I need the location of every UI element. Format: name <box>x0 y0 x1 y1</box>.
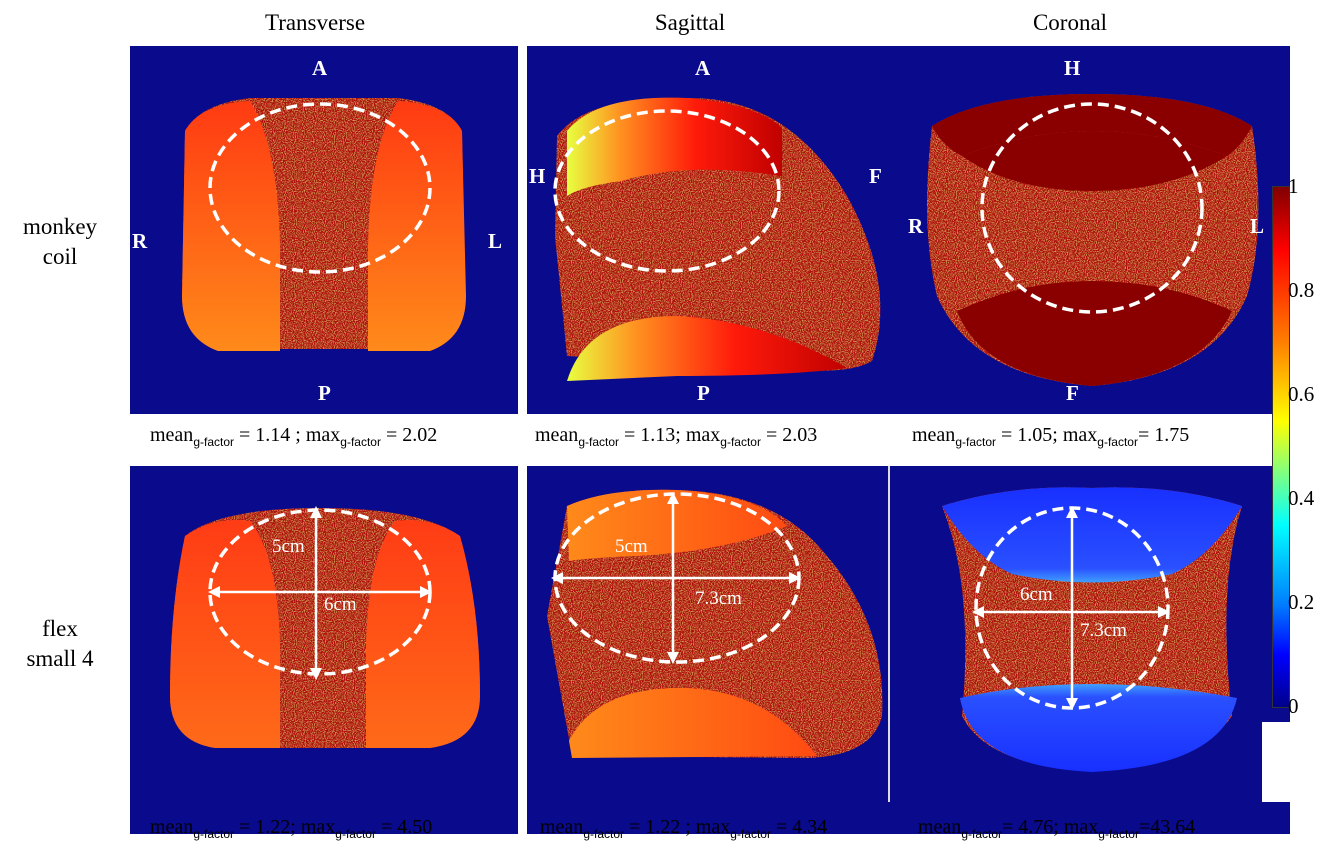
dimension-label-vertical: 5cm <box>615 536 648 557</box>
orient-label-left: H <box>529 164 546 188</box>
panel-border-line <box>888 466 890 802</box>
colorbar-tick-label: 0.2 <box>1288 590 1315 614</box>
caption-flex-sagittal: meang-factor = 1.22 ; maxg-factor = 4.34 <box>540 816 828 841</box>
orient-label-left: R <box>908 214 924 238</box>
coil-profile-right <box>366 520 480 748</box>
dark-region-top <box>932 94 1252 156</box>
orient-label-top: A <box>695 56 711 80</box>
orient-label-top: H <box>1064 56 1081 80</box>
caption-monkey-transverse: meang-factor = 1.14 ; maxg-factor = 2.02 <box>150 424 438 449</box>
dimension-label-horizontal: 7.3cm <box>695 588 742 609</box>
roi-ellipse <box>208 102 432 274</box>
colorbar-tick-label: 0.6 <box>1288 382 1315 406</box>
panel-flex-transverse: 5cm 6cm <box>130 466 518 834</box>
colorbar-tick-label: 0.4 <box>1288 486 1315 510</box>
colorbar-tick-label: 1 <box>1288 174 1299 198</box>
coil-profile-top <box>567 489 787 561</box>
column-title-transverse: Transverse <box>264 10 366 35</box>
roi-ellipse <box>553 109 781 273</box>
panel-monkey-transverse: A P R L <box>130 46 518 414</box>
orient-label-right: F <box>869 164 882 188</box>
row-label-monkey-coil: monkey coil <box>22 214 98 269</box>
dark-region-top-center <box>962 131 1227 191</box>
orient-label-top: A <box>312 56 328 80</box>
dark-region-bottom <box>957 281 1232 386</box>
orient-label-right: L <box>1250 214 1265 238</box>
caption-monkey-sagittal: meang-factor = 1.13; maxg-factor = 2.03 <box>535 424 818 449</box>
coil-profile-bottom <box>569 687 817 758</box>
panel-flex-coronal: 6cm 7.3cm <box>902 466 1290 834</box>
tissue-noise <box>547 489 883 758</box>
dimension-label-horizontal: 6cm <box>1020 584 1053 605</box>
dimension-label-horizontal-2: 7.3cm <box>1080 620 1127 641</box>
dimension-label-horizontal: 6cm <box>324 594 357 615</box>
orient-label-left: R <box>132 229 148 253</box>
colorbar-tick-label: 0.8 <box>1288 278 1315 302</box>
caption-flex-coronal: meang-factor= 4.76; maxg-factor=43.64 <box>918 816 1196 841</box>
roi-ellipse <box>980 102 1204 314</box>
colorbar-gradient <box>1272 186 1290 708</box>
coil-profile-bottom <box>567 316 847 381</box>
coil-profile-left <box>182 101 280 351</box>
panel-monkey-sagittal: A P H F <box>527 46 915 414</box>
blue-region-top <box>942 487 1242 583</box>
column-title-sagittal: Sagittal <box>654 10 726 35</box>
dimension-label-vertical: 5cm <box>272 536 305 557</box>
row-label-flex-small-4: flex small 4 <box>26 616 94 671</box>
panel-monkey-coronal: H F R L <box>902 46 1290 414</box>
blue-region-bottom <box>960 684 1237 772</box>
orient-label-bottom: P <box>318 381 331 405</box>
orient-label-right: L <box>488 229 503 253</box>
column-title-coronal: Coronal <box>1032 10 1108 35</box>
orient-label-bottom: F <box>1066 381 1079 405</box>
panel-flex-sagittal: 5cm 7.3cm <box>527 466 915 834</box>
colorbar-tick-label: 0 <box>1288 694 1299 718</box>
panel-white-notch <box>1262 722 1292 802</box>
caption-monkey-coronal: meang-factor = 1.05; maxg-factor= 1.75 <box>912 424 1190 449</box>
orient-label-bottom: P <box>697 381 710 405</box>
caption-flex-transverse: meang-factor = 1.22; maxg-factor = 4.50 <box>150 816 433 841</box>
